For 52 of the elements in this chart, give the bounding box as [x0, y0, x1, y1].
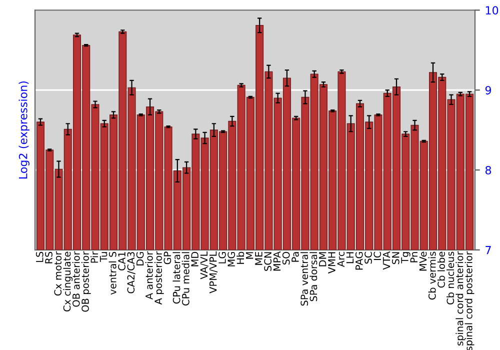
x-tick-label: DM [319, 252, 326, 266]
x-tick-label: A anterior [145, 251, 153, 300]
x-tick-label: Tu [100, 252, 108, 262]
x-tick-label: Hb [236, 252, 244, 264]
x-tick-label: ventral S [108, 252, 116, 295]
x-tick-label: Pa [292, 252, 299, 262]
x-tick-label: Cx motor [54, 251, 62, 296]
x-tick-label: Cb vermis [428, 252, 436, 300]
x-tick-label: VPM/VPL [210, 251, 218, 294]
x-tick-label: SN [392, 252, 400, 264]
x-tick-label: Cb nucleus [446, 252, 454, 304]
x-tick-label: RS [45, 252, 52, 264]
x-tick-label: VTA [382, 251, 390, 270]
x-tick-label: ME [255, 252, 262, 265]
y-tick-label: 9 [485, 86, 492, 94]
x-tick-label: VA/VL [200, 251, 208, 280]
x-tick-label: MVe [419, 252, 427, 271]
x-tick-label: CA1 [118, 252, 126, 270]
y-tick-label: 7 [486, 246, 491, 254]
x-tick-label: Pir [90, 251, 98, 263]
y-axis-title: Log2 (expression) [18, 81, 30, 178]
x-tick-label: Tg [401, 252, 410, 264]
x-tick-label: A posterior [154, 251, 164, 305]
x-tick-label: CPu medial [182, 252, 190, 306]
x-tick-label: GP [164, 252, 172, 264]
x-tick-label: spinal cord anterior [456, 251, 466, 346]
x-tick-label: SC [364, 252, 372, 264]
x-tick-label: SCN [264, 252, 272, 271]
x-tick-label: SO [282, 252, 290, 264]
x-tick-label: Cb lobe [437, 252, 445, 288]
x-tick-label: MPA [273, 251, 281, 271]
x-tick-label: SPa ventral [300, 252, 308, 306]
x-tick-label: Pn [410, 252, 418, 262]
x-tick-label: OB posterior [81, 251, 91, 312]
x-tick-label: DG [136, 252, 144, 266]
x-tick-label: IC [374, 252, 382, 260]
x-tick-label: LS [36, 252, 44, 262]
x-tick-label: LH [346, 252, 354, 264]
x-tick-label: MD [191, 252, 198, 266]
x-tick-label: M [246, 252, 254, 259]
x-tick-label: Cx cingulate [63, 252, 73, 312]
x-tick-label: Arc [337, 252, 345, 267]
x-tick-label: VMH [328, 252, 336, 274]
x-tick-label: PAG [355, 252, 363, 270]
y-tick-label: 10 [486, 6, 498, 15]
x-tick-label: CPu lateral [172, 252, 180, 304]
x-tick-label: MG [228, 252, 235, 266]
x-tick-label: CA2/CA3 [127, 252, 136, 294]
x-tick-label: OB anterior [72, 251, 80, 307]
x-tick-label: SPa dorsal [310, 252, 318, 302]
x-tick-label: LG [218, 252, 226, 264]
y-tick-label: 8 [485, 166, 492, 174]
